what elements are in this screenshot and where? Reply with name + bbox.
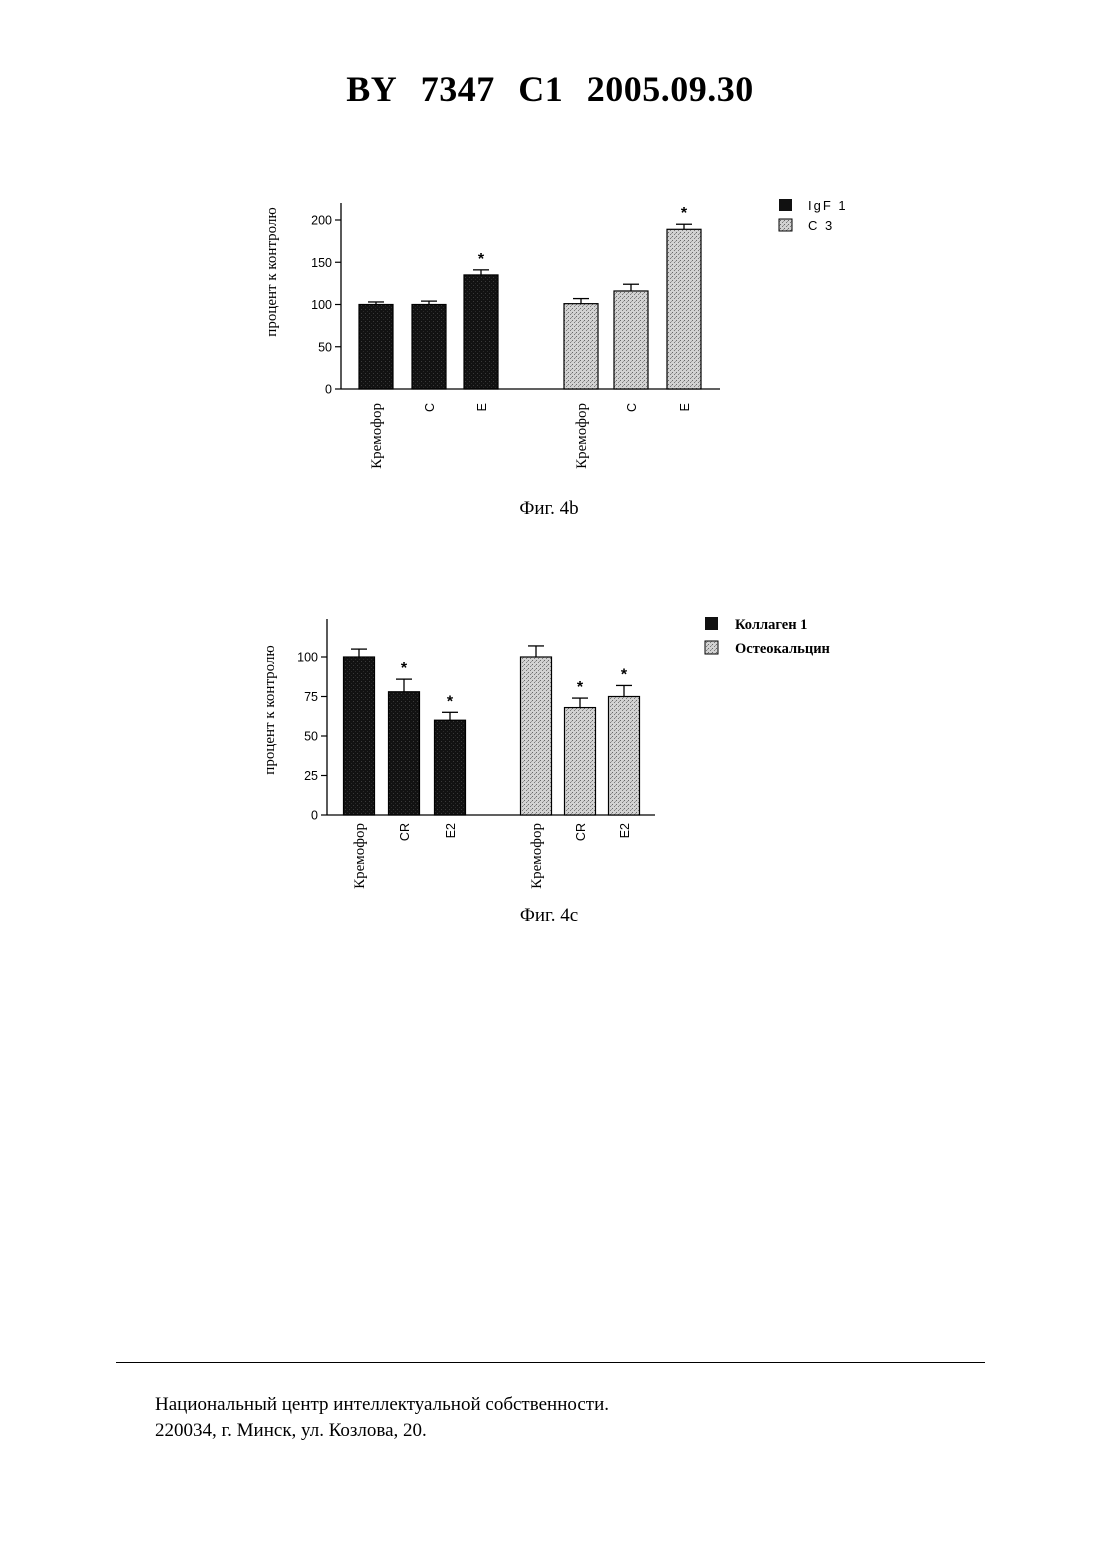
fig4b-bar [564,304,598,389]
fig4b-category-label: Кремофор [369,403,385,469]
fig4b-bars: ** [359,205,701,389]
fig4c-y-tick-label: 100 [297,651,318,665]
fig4b-y-tick-label: 0 [325,383,332,397]
fig4c-y-axis-label: процент к контролю [262,645,278,774]
figure-4b: процент к контролю 050100150200 ** Кремо… [264,198,848,519]
legend-swatch-c3 [779,219,792,231]
fig4c-y-tick-label: 25 [304,769,318,783]
fig4c-y-tick-label: 75 [304,690,318,704]
fig4b-category-label: С [625,403,639,412]
fig4c-significance-star: * [401,660,408,677]
fig4b-y-tick-label: 100 [311,298,332,312]
fig4b-category-label: Е [475,403,489,411]
fig4c-bars: * * * * [344,646,640,815]
fig4b-bar [614,291,648,389]
fig4c-category-label: CR [398,823,412,841]
footer-line-2: 220034, г. Минск, ул. Козлова, 20. [155,1418,609,1444]
fig4b-significance-star: * [681,205,688,222]
fig4c-significance-star: * [577,679,584,696]
legend-label-osteocalcin: Остеокальцин [735,641,830,657]
fig4c-significance-star: * [447,693,454,710]
fig4b-bar [667,229,701,389]
fig4b-significance-star: * [478,251,485,268]
fig4c-category-label: Кремофор [352,823,368,889]
fig4b-caption: Фиг. 4b [519,498,578,519]
fig4c-bar [609,697,640,816]
fig4b-y-tick-label: 200 [311,214,332,228]
fig4b-category-label: С [423,403,437,412]
fig4c-category-labels: Кремофор CR E2 Кремофор CR E2 [352,823,632,889]
legend-label-collagen: Коллаген 1 [735,617,807,633]
fig4c-bar [389,692,420,815]
fig4b-category-labels: Кремофор С Е Кремофор С Е [369,403,692,469]
fig4c-bar [344,657,375,815]
fig4b-legend: IgF 1 С 3 [779,198,848,233]
legend-swatch-igf1 [779,199,792,211]
fig4b-category-label: Е [678,403,692,411]
figures-canvas: процент к контролю 050100150200 ** Кремо… [0,0,1100,960]
fig4c-legend: Коллаген 1 Остеокальцин [705,617,830,657]
fig4c-y-tick-label: 50 [304,730,318,744]
fig4c-bar [521,657,552,815]
fig4c-category-label: Кремофор [529,823,545,889]
fig4b-bar [359,305,393,390]
fig4b-bar [412,305,446,390]
fig4b-y-tick-label: 50 [318,340,332,354]
fig4b-bar [464,275,498,389]
fig4c-bar [565,708,596,815]
fig4c-category-label: E2 [618,823,632,838]
fig4c-significance-star: * [621,666,628,683]
legend-swatch-collagen [705,617,718,630]
fig4c-category-label: E2 [444,823,458,838]
publisher-footer: Национальный центр интеллектуальной собс… [155,1392,609,1444]
legend-label-igf1: IgF 1 [808,198,848,213]
fig4b-y-tick-label: 150 [311,256,332,270]
legend-swatch-osteocalcin [705,641,718,654]
figure-4c: процент к контролю 0 25 50 75 100 * * * * Кремо… [262,617,830,926]
fig4b-category-label: Кремофор [574,403,590,469]
footer-divider [116,1362,985,1363]
legend-label-c3: С 3 [808,218,834,233]
fig4c-caption: Фиг. 4c [520,905,578,926]
fig4c-category-label: CR [574,823,588,841]
footer-line-1: Национальный центр интеллектуальной собс… [155,1392,609,1418]
fig4b-y-axis-label: процент к контролю [264,207,280,336]
fig4c-bar [435,720,466,815]
fig4c-y-tick-label: 0 [311,809,318,823]
